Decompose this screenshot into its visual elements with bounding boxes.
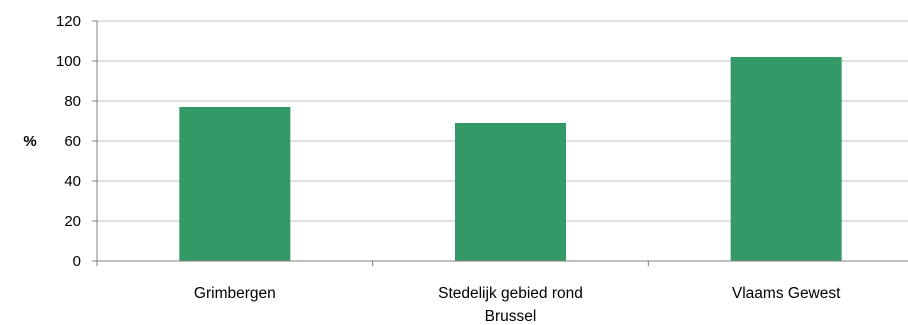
category-label-line: Brussel	[485, 308, 537, 325]
bar-1	[455, 123, 566, 261]
y-tick-label-80: 80	[64, 93, 81, 110]
category-label-2: Vlaams Gewest	[732, 285, 841, 302]
y-tick-label-60: 60	[64, 133, 81, 150]
y-tick-label-120: 120	[56, 13, 81, 30]
y-tick-label-0: 0	[73, 253, 81, 270]
axes	[92, 20, 908, 266]
y-axis-label: %	[23, 133, 36, 150]
y-tick-labels: 0 20 40 60 80 100 120	[56, 13, 81, 270]
y-tick-label-40: 40	[64, 173, 81, 190]
category-label-line: Grimbergen	[194, 285, 276, 302]
category-label-line: Stedelijk gebied rond	[438, 285, 583, 302]
category-label-0: Grimbergen	[194, 285, 276, 302]
y-tick-label-100: 100	[56, 53, 81, 70]
bar-0	[179, 107, 291, 261]
category-label-1: Stedelijk gebied rond Brussel	[438, 285, 583, 325]
bars	[179, 57, 842, 261]
bar-2	[730, 57, 842, 261]
category-labels: Grimbergen Stedelijk gebied rond Brussel Vl…	[194, 285, 841, 325]
y-tick-label-20: 20	[64, 213, 81, 230]
category-label-line: Vlaams Gewest	[732, 285, 841, 302]
